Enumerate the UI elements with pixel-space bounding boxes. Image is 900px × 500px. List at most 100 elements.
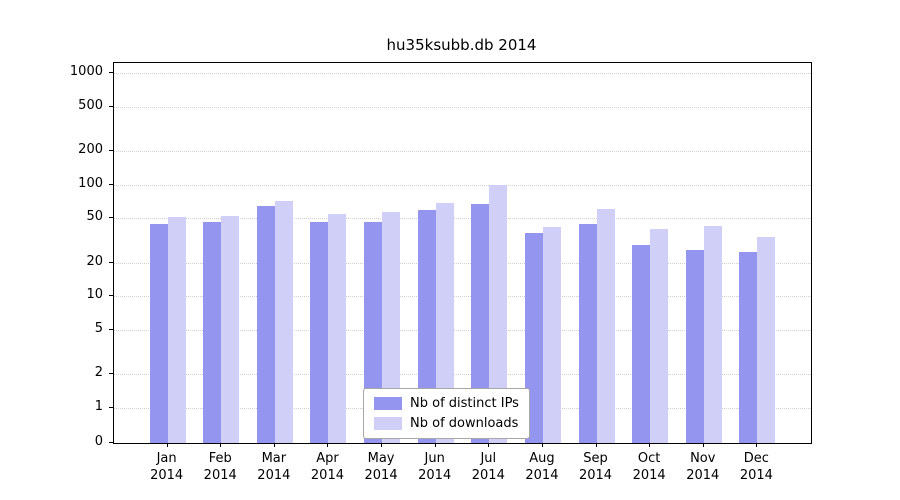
x-tick-mark: [702, 443, 704, 447]
x-tick-mark: [595, 443, 597, 447]
x-tick-year: 2014: [471, 468, 505, 483]
bar-distinct-ips: [203, 222, 222, 443]
legend: Nb of distinct IPs Nb of downloads: [363, 388, 530, 439]
y-tick-label: 50: [86, 209, 103, 225]
x-tick-month: Dec: [743, 451, 769, 466]
y-tick-mark: [109, 328, 113, 330]
x-tick-year: 2014: [150, 468, 184, 483]
bar-downloads: [757, 237, 776, 443]
bar-downloads: [167, 217, 186, 443]
x-tick-mark: [220, 443, 222, 447]
x-tick-month: May: [367, 451, 395, 466]
bar-distinct-ips: [471, 204, 490, 443]
x-tick-label: Jan 2014: [135, 450, 199, 484]
y-tick-mark: [109, 407, 113, 408]
x-tick-label: Feb 2014: [188, 450, 252, 484]
x-tick-label: Dec 2014: [724, 450, 788, 484]
bar-distinct-ips: [310, 222, 329, 443]
bar-downloads: [542, 226, 561, 443]
x-tick-month: Mar: [261, 451, 287, 466]
gridline: [114, 296, 811, 298]
x-tick-mark: [327, 443, 329, 447]
x-tick-month: Jan: [156, 451, 177, 466]
gridline: [114, 73, 811, 74]
bar-distinct-ips: [578, 224, 597, 443]
x-tick-mark: [273, 443, 275, 447]
x-tick-label: Mar 2014: [242, 450, 306, 484]
legend-label: Nb of downloads: [410, 416, 519, 431]
gridline: [114, 184, 811, 186]
x-tick-mark: [541, 443, 543, 447]
y-tick-label: 1: [94, 399, 103, 414]
y-tick-mark: [109, 373, 113, 375]
x-tick-label: Aug 2014: [510, 450, 574, 484]
bar-distinct-ips: [364, 222, 383, 443]
y-tick-mark: [109, 442, 113, 443]
gridline: [114, 374, 811, 376]
x-tick-label: Sep 2014: [564, 450, 628, 484]
x-tick-label: Jul 2014: [456, 450, 520, 484]
x-tick-year: 2014: [686, 468, 720, 483]
bar-downloads: [650, 229, 669, 443]
y-tick-mark: [109, 261, 113, 263]
y-tick-mark: [109, 217, 113, 219]
bar-downloads: [596, 208, 615, 443]
y-tick-label: 10: [86, 287, 103, 303]
y-tick-label: 0: [94, 434, 103, 449]
bar-downloads: [489, 184, 508, 443]
legend-swatch: [374, 397, 402, 410]
gridline: [114, 151, 811, 153]
y-tick-label: 100: [78, 175, 103, 191]
x-tick-year: 2014: [632, 468, 666, 483]
y-tick-label: 20: [86, 253, 103, 269]
legend-entry: Nb of distinct IPs: [374, 396, 519, 411]
y-tick-mark: [109, 72, 113, 73]
x-tick-mark: [756, 443, 758, 447]
bar-downloads: [274, 200, 293, 443]
x-tick-mark: [434, 443, 436, 447]
x-tick-year: 2014: [203, 468, 237, 483]
y-tick-label: 5: [94, 320, 103, 336]
x-tick-year: 2014: [257, 468, 291, 483]
y-tick-label: 1000: [69, 64, 103, 79]
x-tick-label: Apr 2014: [295, 450, 359, 484]
legend-swatch: [374, 417, 402, 430]
bar-distinct-ips: [417, 210, 436, 443]
x-tick-month: Nov: [690, 451, 716, 466]
x-tick-year: 2014: [739, 468, 773, 483]
gridline: [114, 262, 811, 264]
bar-distinct-ips: [739, 251, 758, 443]
x-tick-label: Nov 2014: [671, 450, 735, 484]
x-tick-year: 2014: [578, 468, 613, 483]
y-tick-mark: [109, 150, 113, 152]
x-tick-month: Feb: [208, 451, 232, 466]
x-tick-month: Jun: [424, 451, 445, 466]
x-tick-mark: [488, 443, 490, 447]
x-tick-mark: [381, 443, 383, 447]
x-tick-month: Aug: [529, 451, 555, 466]
bar-downloads: [435, 203, 454, 443]
bar-distinct-ips: [632, 244, 651, 443]
x-tick-month: Sep: [583, 451, 608, 466]
bar-downloads: [328, 213, 347, 443]
gridline: [114, 218, 811, 220]
bar-distinct-ips: [685, 250, 704, 443]
bar-downloads: [382, 211, 401, 443]
y-tick-label: 2: [94, 365, 103, 381]
x-tick-month: Oct: [637, 451, 661, 466]
x-tick-year: 2014: [525, 468, 559, 483]
y-tick-mark: [109, 105, 113, 107]
bar-downloads: [221, 216, 240, 443]
y-tick-label: 500: [78, 97, 103, 113]
x-tick-year: 2014: [310, 468, 344, 483]
bar-distinct-ips: [149, 224, 168, 443]
gridline: [114, 106, 811, 108]
bar-distinct-ips: [256, 205, 275, 443]
x-tick-month: Apr: [316, 451, 339, 466]
gridline: [114, 329, 811, 331]
x-tick-year: 2014: [418, 468, 452, 483]
x-tick-label: Oct 2014: [617, 450, 681, 484]
legend-entry: Nb of downloads: [374, 416, 519, 431]
x-tick-month: Jul: [480, 451, 497, 466]
